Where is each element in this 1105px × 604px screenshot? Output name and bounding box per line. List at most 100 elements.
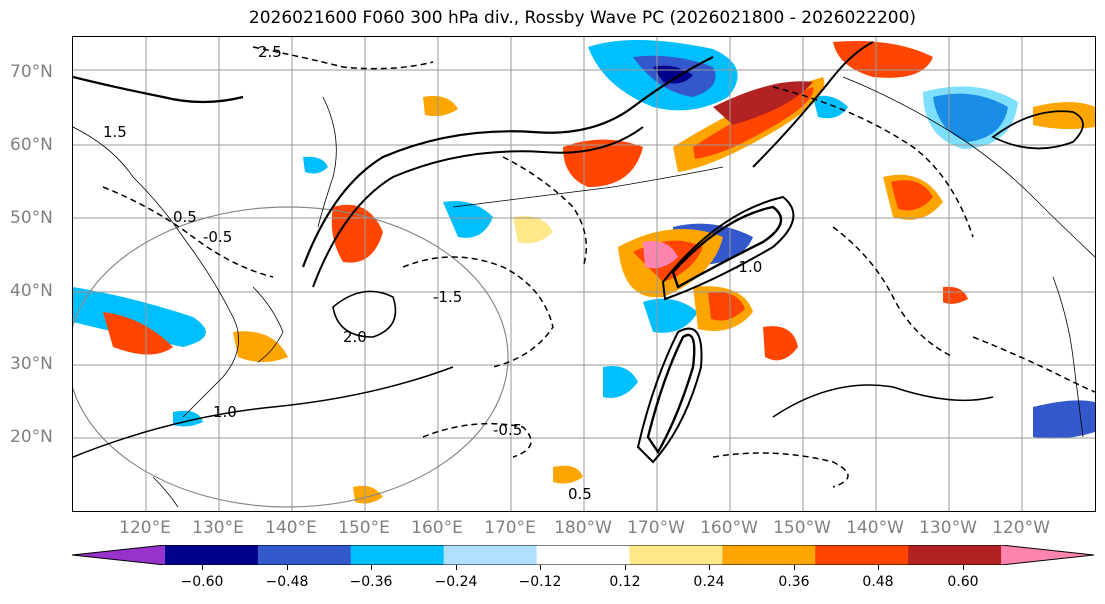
contour-dashed-2 bbox=[402, 256, 554, 368]
contour-dashed-8 bbox=[972, 336, 1095, 393]
colorbar-tick-label: 0.60 bbox=[947, 574, 979, 590]
colorbar-tick-label: 0.12 bbox=[609, 574, 641, 590]
shade-yellow-north bbox=[513, 216, 553, 244]
contour-label: 2.0 bbox=[343, 328, 367, 346]
contour-label-group: 0.5 -0.5 1.0 -1.0 1.5 -1.5 2.0 2.5 -0.5 … bbox=[103, 43, 762, 503]
lat-label-70n: 70°N bbox=[10, 62, 53, 82]
shade-blue-small-1 bbox=[813, 95, 848, 119]
lon-label-130e: 130°E bbox=[192, 518, 244, 538]
lon-label-160w: 160°W bbox=[700, 518, 758, 538]
coast-kamchatka bbox=[317, 96, 337, 228]
contour-solid-far-east bbox=[991, 110, 1084, 150]
shade-darkred-north bbox=[713, 81, 813, 125]
coast-na-west bbox=[1052, 276, 1084, 438]
shade-orange-small-3 bbox=[553, 465, 583, 484]
colorbar-segment bbox=[815, 545, 909, 565]
colorbar-segment bbox=[257, 545, 352, 565]
lon-label-150w: 150°W bbox=[773, 518, 831, 538]
contour-label: 0.5 bbox=[173, 208, 197, 226]
lat-label-40n: 40°N bbox=[10, 281, 53, 301]
colorbar-segment bbox=[629, 545, 723, 565]
contour-label: 1.5 bbox=[103, 123, 127, 141]
shade-red-east-box bbox=[891, 180, 933, 211]
shade-blue-small-2 bbox=[303, 156, 328, 174]
contour-dashed-7 bbox=[502, 156, 588, 268]
shade-orange-west-coast bbox=[331, 204, 383, 263]
gray-circle-outline bbox=[73, 206, 509, 508]
shade-orange-northeast bbox=[833, 41, 933, 78]
contour-dashed-9 bbox=[252, 46, 434, 70]
contour-label: 0.5 bbox=[568, 485, 592, 503]
shade-orange-small-4 bbox=[943, 286, 968, 304]
colorbar-extend-max bbox=[1001, 545, 1094, 565]
colorbar-tickmark bbox=[456, 565, 457, 570]
colorbar-tickmark bbox=[371, 565, 372, 570]
colorbar-tick-label: −0.36 bbox=[349, 574, 393, 590]
lon-label-140w: 140°W bbox=[846, 518, 904, 538]
lat-label-50n: 50°N bbox=[10, 208, 53, 228]
shade-blue-south-mid bbox=[603, 366, 638, 398]
colorbar-extend-min bbox=[72, 545, 165, 565]
shade-pink-midlat bbox=[643, 241, 678, 269]
shade-orange-far-east bbox=[1033, 102, 1095, 130]
colorbar-tickmark bbox=[625, 565, 626, 570]
shade-blue-southeast bbox=[1033, 400, 1095, 439]
map-canvas: 0.5 -0.5 1.0 -1.0 1.5 -1.5 2.0 2.5 -0.5 … bbox=[73, 37, 1095, 511]
colorbar-segment bbox=[443, 545, 538, 565]
shade-orange-small-2 bbox=[353, 485, 383, 504]
contour-label: -0.5 bbox=[493, 421, 522, 439]
contour-solid-northeast bbox=[752, 41, 874, 168]
lon-label-160e: 160°E bbox=[411, 518, 463, 538]
map-title: 2026021600 F060 300 hPa div., Rossby Wav… bbox=[248, 8, 917, 28]
colorbar-tick-label: 0.48 bbox=[862, 574, 894, 590]
contour-label: 2.5 bbox=[258, 43, 282, 61]
colorbar-tickmark bbox=[202, 565, 203, 570]
contour-solid-jet-2 bbox=[312, 126, 644, 288]
contour-solid-south-2 bbox=[772, 384, 994, 418]
contour-solid-loop-mid bbox=[671, 205, 783, 289]
lon-label-130w: 130°W bbox=[919, 518, 977, 538]
contour-dashed-5 bbox=[772, 86, 974, 238]
map-gridlines bbox=[73, 37, 1095, 511]
colorbar-tick-label: −0.48 bbox=[265, 574, 309, 590]
colorbar-segment bbox=[536, 545, 630, 565]
colorbar-tick-label: −0.24 bbox=[434, 574, 478, 590]
contour-label: -0.5 bbox=[203, 228, 232, 246]
lat-label-30n: 30°N bbox=[10, 354, 53, 374]
shade-orange-south-east bbox=[763, 326, 798, 361]
colorbar-tickmark bbox=[540, 565, 541, 570]
colorbar-tick-label: 0.36 bbox=[778, 574, 810, 590]
contour-label: -1.5 bbox=[433, 288, 462, 306]
colorbar-tickmark bbox=[878, 565, 879, 570]
contour-solid-northwest bbox=[73, 75, 244, 104]
lon-label-180w: 180°W bbox=[554, 518, 612, 538]
contour-solid-south-1 bbox=[73, 366, 454, 458]
colorbar-segments bbox=[72, 545, 1094, 565]
lon-label-170e: 170°E bbox=[484, 518, 536, 538]
contour-lines bbox=[73, 41, 1095, 488]
coast-asia bbox=[73, 126, 239, 418]
shade-blue-west bbox=[73, 287, 206, 347]
coast-alaska bbox=[842, 76, 1095, 258]
coast-japan bbox=[252, 286, 284, 363]
shade-orange-west-2 bbox=[233, 331, 288, 362]
colorbar-tick-label: −0.60 bbox=[180, 574, 224, 590]
contour-solid-south-loop bbox=[646, 333, 696, 455]
lon-label-120w: 120°W bbox=[992, 518, 1050, 538]
map-panel: 0.5 -0.5 1.0 -1.0 1.5 -1.5 2.0 2.5 -0.5 … bbox=[72, 36, 1096, 512]
colorbar-tickmark bbox=[709, 565, 710, 570]
colorbar-tick-label: −0.12 bbox=[518, 574, 562, 590]
lon-label-170w: 170°W bbox=[627, 518, 685, 538]
coastlines bbox=[73, 76, 1095, 508]
colorbar-segment bbox=[164, 545, 259, 565]
contour-label: 1.0 bbox=[213, 403, 237, 421]
lon-label-140e: 140°E bbox=[265, 518, 317, 538]
coast-aleutians bbox=[452, 166, 724, 208]
lon-label-150e: 150°E bbox=[338, 518, 390, 538]
contour-dashed-1 bbox=[102, 186, 274, 278]
contour-label: -1.0 bbox=[733, 258, 762, 276]
contour-solid-loop-west bbox=[332, 290, 397, 338]
shade-orange-small-1 bbox=[423, 95, 458, 117]
contour-dashed-6 bbox=[832, 226, 954, 358]
shade-blue-west-2 bbox=[443, 201, 493, 238]
